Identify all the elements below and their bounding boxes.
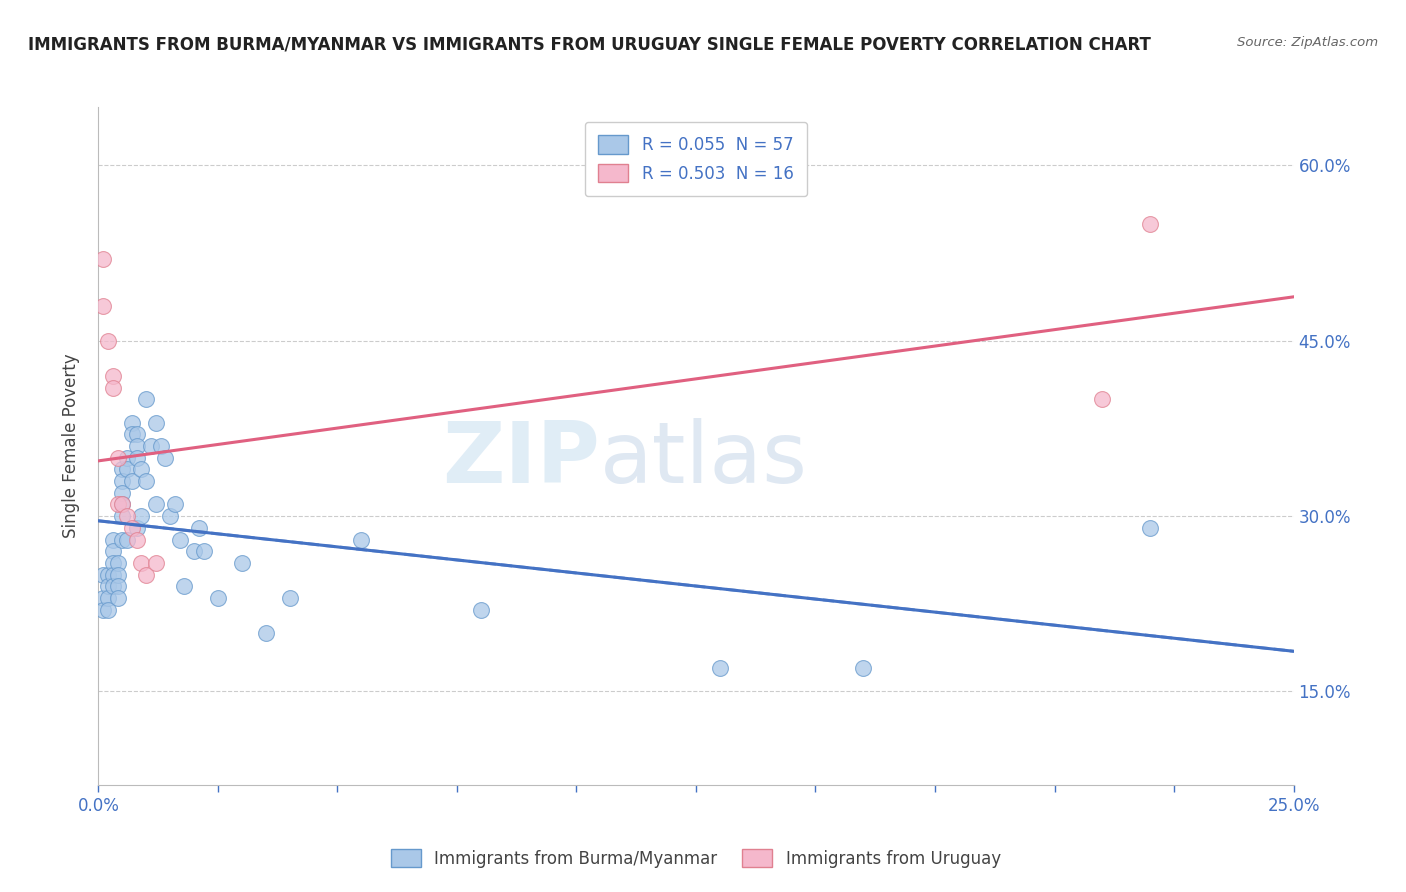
Point <box>163 498 186 512</box>
Point <box>111 462 134 476</box>
Point <box>254 626 277 640</box>
Point <box>111 498 134 512</box>
Point <box>183 544 205 558</box>
Point <box>107 498 129 512</box>
Point <box>135 392 157 407</box>
Y-axis label: Single Female Poverty: Single Female Poverty <box>62 354 80 538</box>
Point <box>121 521 143 535</box>
Point <box>852 661 875 675</box>
Point <box>125 439 148 453</box>
Legend: Immigrants from Burma/Myanmar, Immigrants from Uruguay: Immigrants from Burma/Myanmar, Immigrant… <box>382 841 1010 876</box>
Point <box>709 661 731 675</box>
Point <box>131 462 153 476</box>
Point <box>107 556 129 570</box>
Point <box>135 567 157 582</box>
Point <box>115 462 138 476</box>
Point <box>101 380 124 394</box>
Point <box>101 556 124 570</box>
Point <box>115 509 138 524</box>
Point <box>121 427 143 442</box>
Point <box>207 591 229 605</box>
Point <box>121 474 143 488</box>
Text: atlas: atlas <box>600 418 808 501</box>
Point <box>193 544 215 558</box>
Point <box>101 579 124 593</box>
Text: Source: ZipAtlas.com: Source: ZipAtlas.com <box>1237 36 1378 49</box>
Point <box>139 439 162 453</box>
Point <box>131 556 153 570</box>
Point <box>115 450 138 465</box>
Point <box>131 509 153 524</box>
Point <box>97 591 120 605</box>
Point <box>231 556 253 570</box>
Point <box>91 602 114 616</box>
Point <box>145 556 167 570</box>
Point <box>121 416 143 430</box>
Point <box>107 579 129 593</box>
Point <box>1139 217 1161 231</box>
Point <box>91 591 114 605</box>
Point <box>91 252 114 266</box>
Point <box>1139 521 1161 535</box>
Point <box>125 427 148 442</box>
Point <box>187 521 209 535</box>
Point <box>101 368 124 383</box>
Point <box>101 544 124 558</box>
Point <box>111 474 134 488</box>
Text: ZIP: ZIP <box>443 418 600 501</box>
Point <box>125 450 148 465</box>
Point <box>149 439 172 453</box>
Point <box>125 521 148 535</box>
Point <box>97 334 120 348</box>
Point <box>173 579 195 593</box>
Point <box>91 299 114 313</box>
Point <box>125 533 148 547</box>
Point <box>350 533 373 547</box>
Point <box>101 533 124 547</box>
Point <box>107 591 129 605</box>
Point <box>91 567 114 582</box>
Point <box>470 602 492 616</box>
Point <box>97 602 120 616</box>
Point <box>169 533 191 547</box>
Point <box>101 567 124 582</box>
Point <box>97 567 120 582</box>
Point <box>135 474 157 488</box>
Point <box>111 498 134 512</box>
Point <box>155 450 177 465</box>
Point <box>107 450 129 465</box>
Point <box>111 509 134 524</box>
Point <box>107 567 129 582</box>
Point <box>145 416 167 430</box>
Point <box>97 579 120 593</box>
Point <box>111 533 134 547</box>
Point <box>145 498 167 512</box>
Text: IMMIGRANTS FROM BURMA/MYANMAR VS IMMIGRANTS FROM URUGUAY SINGLE FEMALE POVERTY C: IMMIGRANTS FROM BURMA/MYANMAR VS IMMIGRA… <box>28 36 1152 54</box>
Point <box>115 533 138 547</box>
Point <box>159 509 181 524</box>
Point <box>278 591 301 605</box>
Point <box>1091 392 1114 407</box>
Point <box>111 485 134 500</box>
